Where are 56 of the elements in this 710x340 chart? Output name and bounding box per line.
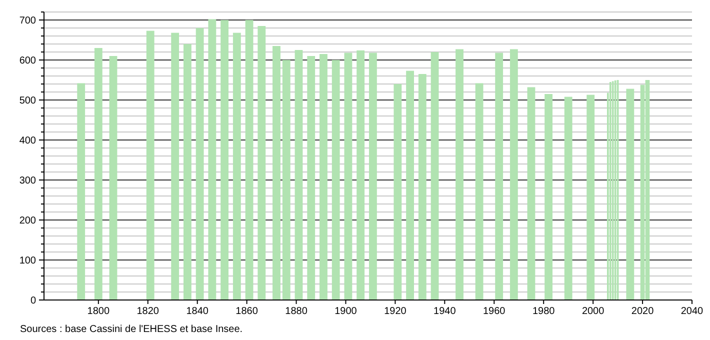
bar <box>332 60 340 300</box>
bar <box>258 26 266 300</box>
bar <box>272 46 280 300</box>
bar <box>171 32 180 300</box>
y-tick-label: 100 <box>19 256 36 266</box>
source-note: Sources : base Cassini de l'EHESS et base Insee. <box>20 324 243 335</box>
bar <box>282 60 290 300</box>
bar <box>183 44 192 300</box>
x-tick-label: 1800 <box>87 306 110 317</box>
bar <box>564 96 572 300</box>
x-tick-label: 1980 <box>532 306 556 317</box>
x-tick-label: 1920 <box>384 306 407 317</box>
bar <box>586 94 595 300</box>
bar <box>527 87 536 300</box>
bar <box>208 19 216 300</box>
bar <box>94 48 102 300</box>
x-tick-label: 1820 <box>136 306 160 317</box>
bar <box>77 83 86 300</box>
bar <box>495 52 504 300</box>
bar <box>456 49 464 300</box>
x-tick-label: 1880 <box>285 306 308 317</box>
x-tick-label: 1940 <box>434 306 456 317</box>
y-tick-label: 400 <box>19 136 36 146</box>
bar <box>294 50 303 300</box>
bar <box>307 56 316 300</box>
x-tick-label: 1900 <box>334 306 358 317</box>
bar <box>146 30 154 300</box>
bar <box>394 84 402 300</box>
x-tick-label: 1860 <box>236 306 258 317</box>
bar <box>406 70 414 300</box>
bar <box>220 20 229 300</box>
x-tick-label: 2040 <box>680 306 704 317</box>
x-tick-label: 2000 <box>582 306 605 317</box>
y-tick-label: 600 <box>19 56 36 66</box>
y-tick-label: 0 <box>30 296 36 306</box>
bar <box>510 49 518 300</box>
bar <box>196 28 204 300</box>
x-tick-label: 1840 <box>186 306 209 317</box>
bar <box>368 52 377 300</box>
bar <box>320 54 328 300</box>
y-tick-label: 300 <box>19 176 36 186</box>
y-tick-label: 200 <box>19 216 36 226</box>
bar <box>356 50 365 300</box>
x-tick-label: 1960 <box>483 306 506 317</box>
bar <box>430 52 439 300</box>
bar <box>232 32 241 300</box>
bar <box>344 52 352 300</box>
bar <box>475 83 484 300</box>
bar <box>245 20 254 300</box>
bar <box>109 56 118 300</box>
bar <box>544 94 553 300</box>
y-tick-label: 500 <box>19 96 36 106</box>
x-tick-label: 2020 <box>631 306 654 317</box>
bar <box>418 74 426 300</box>
bar <box>626 88 634 300</box>
y-tick-label: 700 <box>19 16 36 26</box>
